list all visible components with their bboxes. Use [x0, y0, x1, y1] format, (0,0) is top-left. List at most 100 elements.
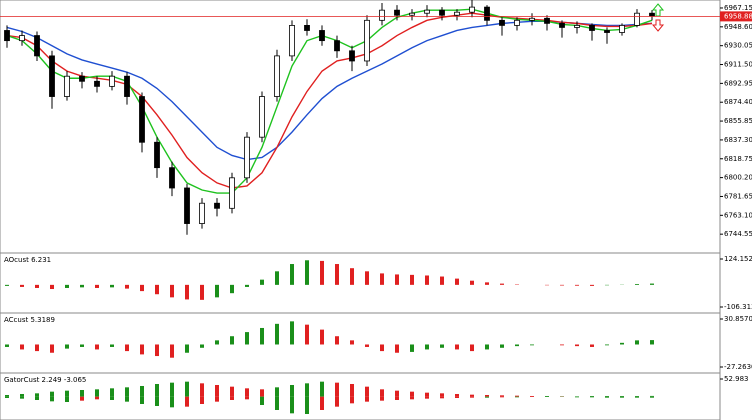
candle-body: [349, 50, 355, 62]
gator-bar: [215, 396, 219, 402]
y-tick-label: 6763.10: [724, 211, 752, 219]
y-tick-label: 6781.65: [724, 192, 752, 200]
histogram-bar: [65, 284, 69, 288]
plot-frame: [0, 0, 721, 420]
gator-bar: [635, 395, 639, 397]
gator-bar: [20, 396, 24, 399]
gator-bar: [485, 396, 489, 398]
histogram-bar: [80, 344, 84, 347]
histogram-bar: [440, 344, 444, 348]
histogram-bar: [140, 284, 144, 292]
gator-bar: [200, 396, 204, 404]
histogram-bar: [275, 271, 279, 285]
gator-bar: [125, 396, 129, 402]
histogram-bar: [440, 276, 444, 285]
gator-bar: [320, 381, 324, 397]
histogram-bar: [110, 284, 114, 288]
histogram-bar: [260, 279, 264, 285]
gator-bar: [305, 396, 309, 414]
histogram-bar: [185, 284, 189, 300]
histogram-bar: [20, 284, 24, 287]
y-tick-label: 6744.55: [724, 230, 752, 238]
gator-bar: [125, 387, 129, 397]
gator-bar: [50, 396, 54, 402]
gator-bar: [530, 395, 534, 397]
candle-body: [64, 75, 70, 97]
gator-bar: [245, 388, 249, 397]
gator-bar: [500, 396, 504, 398]
gator-bar: [230, 396, 234, 400]
gator-bar: [650, 395, 654, 397]
candle-body: [634, 12, 640, 26]
y-tick-label: 6967.15: [724, 4, 752, 12]
histogram-bar: [335, 336, 339, 345]
gator-bar: [590, 395, 594, 397]
gator-bar: [320, 396, 324, 410]
candle-body: [439, 9, 445, 16]
histogram-bar: [335, 264, 339, 285]
candle-body: [109, 75, 115, 87]
candle-body: [589, 25, 595, 31]
histogram-bar: [305, 260, 309, 285]
candle-body: [409, 12, 415, 16]
histogram-bar: [560, 344, 564, 346]
gator-bar: [170, 396, 174, 408]
gator-bar: [590, 396, 594, 398]
candle-body: [559, 22, 565, 28]
gator-bar: [260, 396, 264, 405]
histogram-bar: [650, 340, 654, 345]
candle-body: [499, 19, 505, 26]
histogram-bar: [35, 284, 39, 288]
histogram-bar: [500, 344, 504, 348]
gator-bar: [335, 396, 339, 407]
gator-bar: [305, 383, 309, 397]
histogram-bar: [5, 344, 9, 347]
gator-bar: [200, 383, 204, 397]
histogram-bar: [485, 344, 489, 350]
candle-body: [154, 141, 160, 169]
histogram-bar: [290, 321, 294, 345]
candle-body: [544, 17, 550, 24]
gator-bar: [80, 396, 84, 401]
histogram-bar: [275, 323, 279, 345]
candle-body: [334, 40, 340, 52]
candle-body: [124, 75, 130, 97]
gator-bar: [155, 383, 159, 397]
histogram-bar: [500, 283, 504, 285]
gator-bar: [290, 384, 294, 397]
histogram-bar: [395, 274, 399, 285]
y-tick-label: -27.2630: [724, 363, 752, 371]
gator-bar: [365, 396, 369, 402]
gator-bar: [455, 396, 459, 398]
histogram-bar: [230, 284, 234, 294]
histogram-bar: [110, 344, 114, 347]
gator-bar: [425, 392, 429, 397]
histogram-bar: [320, 329, 324, 345]
gator-bar: [650, 396, 654, 398]
candle-body: [274, 55, 280, 97]
histogram-bar: [245, 332, 249, 345]
gator-bar: [350, 396, 354, 404]
histogram-bar: [575, 284, 579, 286]
y-tick-label: 30.8570: [724, 315, 752, 323]
histogram-bar: [455, 278, 459, 285]
gator-bar: [65, 390, 69, 397]
histogram-bar: [95, 344, 99, 350]
candle-body: [619, 25, 625, 33]
histogram-bar: [635, 340, 639, 345]
histogram-bar: [650, 283, 654, 285]
histogram-bar: [65, 344, 69, 349]
histogram-bar: [590, 344, 594, 347]
histogram-bar: [230, 336, 234, 345]
gator-bar: [515, 395, 519, 397]
gator-bar: [230, 386, 234, 397]
gator-bar: [245, 396, 249, 400]
gator-bar: [185, 396, 189, 407]
candle-body: [49, 55, 55, 97]
gator-bar: [65, 396, 69, 402]
candle-body: [394, 9, 400, 16]
histogram-bar: [305, 324, 309, 345]
histogram-bar: [290, 264, 294, 285]
histogram-bar: [425, 344, 429, 350]
